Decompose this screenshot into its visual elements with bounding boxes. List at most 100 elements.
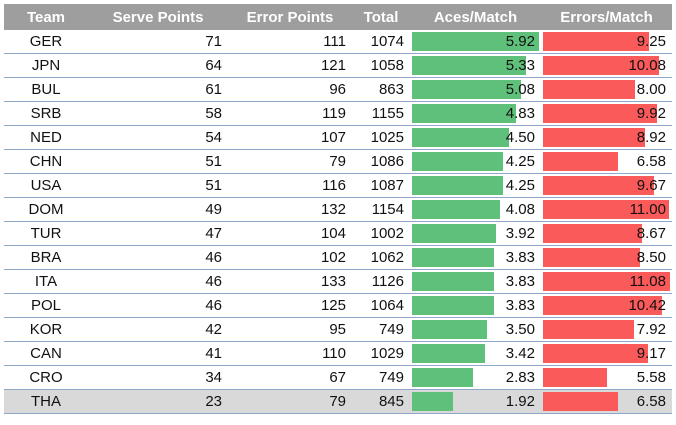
aces-data-bar	[412, 296, 495, 315]
header-error-points[interactable]: Error Points	[228, 4, 352, 30]
aces-data-bar	[412, 392, 454, 411]
errors-data-bar	[543, 224, 643, 243]
team-cell: CHN	[4, 149, 88, 174]
errors-data-bar	[543, 392, 619, 411]
aces-per-match-cell: 4.83	[410, 101, 541, 126]
errors-per-match-cell: 8.92	[541, 125, 672, 150]
error-points-cell: 121	[228, 53, 352, 78]
errors-per-match-cell: 10.08	[541, 53, 672, 78]
errors-value: 9.17	[636, 345, 666, 362]
header-errors-per-match[interactable]: Errors/Match	[541, 4, 672, 30]
error-points-cell: 125	[228, 293, 352, 318]
errors-data-bar	[543, 176, 654, 195]
errors-per-match-cell: 8.50	[541, 245, 672, 270]
aces-per-match-cell: 3.92	[410, 221, 541, 246]
serve-points-cell: 58	[88, 101, 228, 126]
team-cell: KOR	[4, 317, 88, 342]
aces-per-match-cell: 3.83	[410, 245, 541, 270]
aces-value: 4.25	[505, 153, 535, 170]
table-row: DOM 49 132 1154 4.08 11.00	[4, 197, 672, 222]
errors-per-match-cell: 5.58	[541, 365, 672, 390]
total-cell: 1126	[352, 269, 410, 294]
total-cell: 1058	[352, 53, 410, 78]
aces-per-match-cell: 2.83	[410, 365, 541, 390]
table-row: ITA 46 133 1126 3.83 11.08	[4, 269, 672, 294]
table-body: GER 71 111 1074 5.92 9.25 JPN 64 121 1058 5.33 10.0…	[4, 30, 672, 414]
serve-points-cell: 49	[88, 197, 228, 222]
team-cell: THA	[4, 389, 88, 414]
serve-points-cell: 51	[88, 149, 228, 174]
errors-per-match-cell: 11.08	[541, 269, 672, 294]
error-points-cell: 116	[228, 173, 352, 198]
table-row: BRA 46 102 1062 3.83 8.50	[4, 245, 672, 270]
aces-data-bar	[412, 128, 509, 147]
errors-per-match-cell: 9.17	[541, 341, 672, 366]
aces-per-match-cell: 4.50	[410, 125, 541, 150]
aces-value: 3.83	[505, 273, 535, 290]
total-cell: 1086	[352, 149, 410, 174]
aces-data-bar	[412, 32, 539, 51]
header-total[interactable]: Total	[352, 4, 410, 30]
aces-value: 4.25	[505, 177, 535, 194]
stats-table-container: Team Serve Points Error Points Total Ace…	[4, 4, 672, 414]
aces-per-match-cell: 5.08	[410, 77, 541, 102]
aces-data-bar	[412, 272, 495, 291]
aces-data-bar	[412, 248, 495, 267]
team-cell: USA	[4, 173, 88, 198]
total-cell: 1025	[352, 125, 410, 150]
errors-per-match-cell: 8.00	[541, 77, 672, 102]
team-cell: BUL	[4, 77, 88, 102]
serve-points-cell: 47	[88, 221, 228, 246]
team-stats-table: Team Serve Points Error Points Total Ace…	[4, 4, 672, 414]
aces-data-bar	[412, 104, 516, 123]
errors-per-match-cell: 6.58	[541, 389, 672, 414]
aces-value: 3.92	[505, 225, 535, 242]
errors-value: 8.92	[636, 129, 666, 146]
serve-points-cell: 23	[88, 389, 228, 414]
aces-value: 5.08	[505, 81, 535, 98]
errors-value: 6.58	[636, 153, 666, 170]
aces-per-match-cell: 4.25	[410, 149, 541, 174]
team-cell: SRB	[4, 101, 88, 126]
error-points-cell: 102	[228, 245, 352, 270]
table-row: SRB 58 119 1155 4.83 9.92	[4, 101, 672, 126]
errors-data-bar	[543, 56, 659, 75]
errors-value: 10.08	[628, 57, 666, 74]
errors-value: 10.42	[628, 297, 666, 314]
serve-points-cell: 51	[88, 173, 228, 198]
table-row: CAN 41 110 1029 3.42 9.17	[4, 341, 672, 366]
errors-data-bar	[543, 104, 657, 123]
error-points-cell: 95	[228, 317, 352, 342]
errors-value: 9.25	[636, 33, 666, 50]
team-cell: GER	[4, 30, 88, 54]
header-serve-points[interactable]: Serve Points	[88, 4, 228, 30]
aces-data-bar	[412, 80, 521, 99]
aces-value: 1.92	[505, 393, 535, 410]
errors-per-match-cell: 10.42	[541, 293, 672, 318]
aces-per-match-cell: 3.83	[410, 293, 541, 318]
errors-value: 6.58	[636, 393, 666, 410]
errors-value: 8.00	[636, 81, 666, 98]
aces-value: 3.83	[505, 249, 535, 266]
serve-points-cell: 54	[88, 125, 228, 150]
aces-value: 4.50	[505, 129, 535, 146]
errors-data-bar	[543, 272, 670, 291]
header-team[interactable]: Team	[4, 4, 88, 30]
table-row: JPN 64 121 1058 5.33 10.08	[4, 53, 672, 78]
aces-value: 2.83	[505, 369, 535, 386]
aces-per-match-cell: 1.92	[410, 389, 541, 414]
error-points-cell: 110	[228, 341, 352, 366]
total-cell: 1002	[352, 221, 410, 246]
errors-data-bar	[543, 248, 641, 267]
total-cell: 1029	[352, 341, 410, 366]
error-points-cell: 107	[228, 125, 352, 150]
header-row: Team Serve Points Error Points Total Ace…	[4, 4, 672, 30]
errors-value: 7.92	[636, 321, 666, 338]
aces-data-bar	[412, 224, 497, 243]
errors-data-bar	[543, 368, 607, 387]
error-points-cell: 79	[228, 149, 352, 174]
table-row: TUR 47 104 1002 3.92 8.67	[4, 221, 672, 246]
header-aces-per-match[interactable]: Aces/Match	[410, 4, 541, 30]
aces-per-match-cell: 3.83	[410, 269, 541, 294]
total-cell: 1154	[352, 197, 410, 222]
